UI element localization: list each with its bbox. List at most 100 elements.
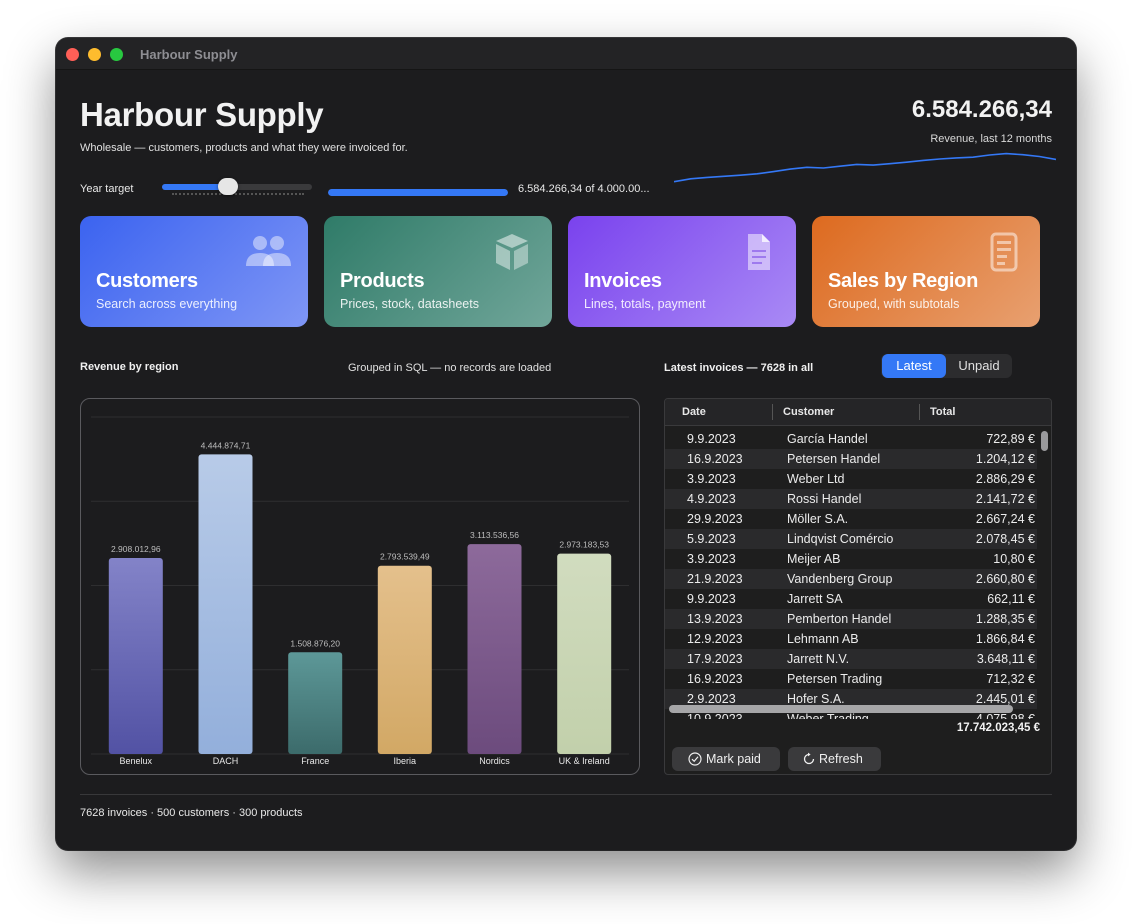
invoice-date: 12.9.2023 (687, 632, 743, 646)
column-header-date[interactable]: Date (682, 406, 706, 418)
table-row[interactable]: 4.9.2023 Rossi Handel 2.141,72 € (665, 489, 1037, 509)
year-target-slider[interactable] (160, 176, 314, 200)
table-row[interactable]: 21.9.2023 Vandenberg Group 2.660,80 € (665, 569, 1037, 589)
slider-knob[interactable] (218, 178, 238, 195)
card-title: Customers (96, 270, 198, 292)
table-row[interactable]: 16.9.2023 Petersen Trading 712,32 € (665, 669, 1037, 689)
page-title: Harbour Supply (80, 96, 324, 133)
table-row[interactable]: 12.9.2023 Lehmann AB 1.866,84 € (665, 629, 1037, 649)
invoice-date: 13.9.2023 (687, 612, 743, 626)
chart-bar-uk-ireland[interactable] (557, 553, 612, 754)
card-subtitle: Lines, totals, payment (584, 297, 706, 311)
target-progress-bar (328, 189, 508, 196)
slider-ticks (172, 193, 304, 195)
table-row[interactable]: 9.9.2023 Jarrett SA 662,11 € (665, 589, 1037, 609)
people-icon (246, 236, 291, 266)
sales-by-region-card[interactable]: Sales by Region Grouped, with subtotals (812, 216, 1040, 327)
chart-bar-iberia[interactable] (377, 565, 432, 754)
invoice-date: 4.9.2023 (687, 492, 736, 506)
invoices-sum: 17.742.023,45 € (956, 722, 1040, 734)
invoice-total: 712,32 € (986, 672, 1035, 686)
column-header-customer[interactable]: Customer (783, 406, 835, 418)
mark-paid-button[interactable]: Mark paid (672, 747, 780, 771)
chart-category-label: Benelux (120, 756, 153, 766)
invoice-date: 9.9.2023 (687, 432, 736, 446)
table-row[interactable]: 9.9.2023 García Handel 722,89 € (665, 429, 1037, 449)
invoice-total: 3.648,11 € (976, 652, 1035, 666)
slider-fill (162, 184, 228, 190)
card-title: Products (340, 270, 425, 292)
invoices-section-label: Latest invoices — 7628 in all (664, 362, 814, 374)
chart-bar-france[interactable] (288, 652, 343, 754)
box-icon (496, 234, 528, 270)
table-row[interactable]: 10.9.2023 Weber Trading 4.075,98 € (665, 709, 1037, 719)
vertical-scrollbar[interactable] (1041, 431, 1048, 451)
card-subtitle: Grouped, with subtotals (828, 297, 960, 311)
card-subtitle: Prices, stock, datasheets (340, 297, 479, 311)
refresh-label: Refresh (819, 752, 863, 766)
minimize-window-button[interactable] (88, 48, 101, 61)
chart-value-label: 3.113.536,56 (470, 530, 519, 540)
invoice-total: 2.078,45 € (975, 532, 1035, 546)
invoice-customer: Weber Ltd (787, 472, 845, 486)
column-header-total[interactable]: Total (930, 406, 956, 418)
chart-category-label: DACH (213, 756, 239, 766)
document-icon (748, 234, 770, 270)
invoice-date: 2.9.2023 (687, 692, 736, 706)
invoice-filter-segmented[interactable]: Latest Unpaid (881, 354, 1012, 378)
table-body: 9.9.2023 García Handel 722,89 € 16.9.2023 Pe… (665, 429, 1051, 719)
invoice-total: 662,11 € (987, 592, 1035, 606)
invoices-card[interactable]: Invoices Lines, totals, payment (568, 216, 796, 327)
table-row[interactable]: 5.9.2023 Lindqvist Comércio 2.078,45 € (665, 529, 1037, 549)
title-bar: Harbour Supply (56, 38, 1076, 70)
table-row[interactable]: 3.9.2023 Weber Ltd 2.886,29 € (665, 469, 1037, 489)
segment-unpaid[interactable]: Unpaid (958, 358, 1000, 373)
revenue-section-note: Grouped in SQL — no records are loaded (348, 362, 552, 374)
chart-value-label: 2.908.012,96 (111, 544, 161, 554)
invoice-total: 2.667,24 € (975, 512, 1035, 526)
horizontal-scrollbar[interactable] (669, 705, 1013, 713)
revenue-chart: 2.908.012,96 4.444.874,71 1.508.876,20 2.79… (80, 398, 640, 775)
invoice-customer: Rossi Handel (787, 492, 862, 506)
invoice-total: 10,80 € (993, 552, 1035, 566)
chart-category-label: France (301, 756, 329, 766)
table-row[interactable]: 29.9.2023 Möller S.A. 2.667,24 € (665, 509, 1037, 529)
invoice-customer: Lehmann AB (787, 632, 859, 646)
invoice-total: 2.445,01 € (975, 692, 1035, 706)
chart-value-label: 2.793.539,49 (380, 552, 430, 562)
invoice-customer: Vandenberg Group (787, 572, 893, 586)
revenue-bar-chart: 2.908.012,96 4.444.874,71 1.508.876,20 2.79… (91, 416, 629, 766)
invoice-date: 21.9.2023 (687, 572, 743, 586)
close-window-button[interactable] (66, 48, 79, 61)
sparkline-path (674, 152, 1056, 183)
invoice-total: 1.204,12 € (975, 452, 1035, 466)
invoice-customer: Weber Trading (787, 712, 869, 719)
page-subtitle: Wholesale — customers, products and what… (80, 142, 408, 154)
table-row[interactable]: 13.9.2023 Pemberton Handel 1.288,35 € (665, 609, 1037, 629)
window-title: Harbour Supply (140, 47, 238, 62)
invoice-date: 9.9.2023 (687, 592, 736, 606)
chart-bar-dach[interactable] (198, 454, 253, 754)
invoice-total: 722,89 € (986, 432, 1035, 446)
table-row[interactable]: 17.9.2023 Jarrett N.V. 3.648,11 € (665, 649, 1037, 669)
invoice-customer: Meijer AB (787, 552, 841, 566)
invoice-total: 1.866,84 € (975, 632, 1035, 646)
table-row[interactable]: 2.9.2023 Hofer S.A. 2.445,01 € (665, 689, 1037, 709)
refresh-button[interactable]: Refresh (788, 747, 881, 771)
invoice-date: 3.9.2023 (687, 552, 736, 566)
year-target-label: Year target (80, 183, 134, 195)
chart-category-label: UK & Ireland (559, 756, 610, 766)
revenue-label: Revenue, last 12 months (930, 133, 1052, 145)
invoice-date: 10.9.2023 (687, 712, 743, 719)
table-row[interactable]: 16.9.2023 Petersen Handel 1.204,12 € (665, 449, 1037, 469)
segment-latest[interactable]: Latest (882, 354, 946, 378)
table-row[interactable]: 3.9.2023 Meijer AB 10,80 € (665, 549, 1037, 569)
chart-bar-nordics[interactable] (467, 544, 522, 754)
products-card[interactable]: Products Prices, stock, datasheets (324, 216, 552, 327)
column-separator (919, 404, 920, 420)
customers-card[interactable]: Customers Search across everything (80, 216, 308, 327)
footer-divider (80, 794, 1052, 795)
card-subtitle: Search across everything (96, 297, 238, 311)
zoom-window-button[interactable] (110, 48, 123, 61)
chart-bar-benelux[interactable] (108, 558, 163, 754)
